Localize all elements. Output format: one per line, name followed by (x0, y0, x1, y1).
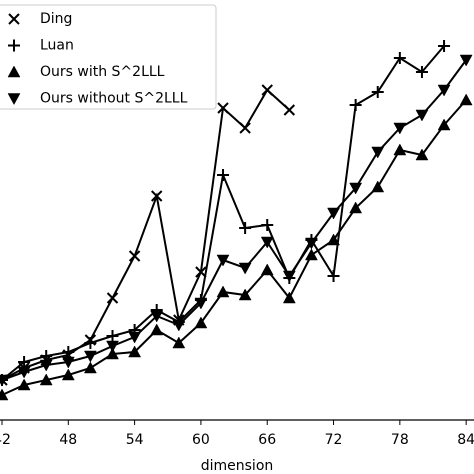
legend-marker (7, 65, 21, 78)
series-line (1, 99, 467, 396)
marker (62, 346, 75, 358)
marker (106, 347, 119, 360)
marker (39, 373, 53, 386)
marker (150, 323, 164, 336)
x-tick-label: 60 (192, 432, 210, 448)
marker (150, 310, 164, 323)
marker (283, 104, 296, 116)
marker (17, 366, 31, 379)
x-tick-label: 84 (457, 432, 474, 448)
marker (459, 93, 473, 106)
marker (61, 356, 75, 369)
series-line (1, 88, 290, 381)
marker (172, 319, 186, 332)
marker (216, 254, 230, 267)
marker (349, 182, 363, 195)
marker (83, 350, 97, 363)
marker (239, 122, 251, 134)
marker (128, 331, 142, 344)
marker (194, 297, 208, 310)
x-tick-label: 42 (0, 432, 11, 448)
marker (18, 356, 31, 368)
marker (83, 361, 97, 374)
marker (194, 316, 208, 329)
x-tick-label: 72 (325, 432, 343, 448)
marker (371, 146, 385, 159)
x-tick-label: 48 (59, 432, 77, 448)
marker (437, 84, 451, 97)
marker (217, 169, 230, 181)
marker (415, 109, 429, 122)
marker (260, 236, 274, 249)
marker (349, 201, 363, 214)
marker (84, 337, 97, 349)
x-tick-label: 66 (258, 432, 276, 448)
legend-label: Ours with S^2LLL (40, 64, 165, 80)
marker (327, 233, 340, 246)
x-tick-label: 54 (126, 432, 144, 448)
legend-marker (8, 13, 20, 25)
legend-label: Ours without S^2LLL (40, 91, 188, 107)
legend: Ding Luan Ours with S^2LLL Ours without S^2… (0, 4, 217, 110)
marker (438, 40, 451, 52)
marker (327, 207, 340, 220)
marker (371, 86, 384, 98)
marker (128, 250, 141, 262)
marker (172, 336, 186, 349)
marker (0, 374, 9, 387)
marker (415, 66, 428, 78)
marker (216, 285, 230, 298)
marker (238, 262, 252, 275)
marker (39, 359, 53, 372)
marker (106, 340, 119, 353)
x-axis-label: dimension (201, 458, 274, 474)
legend-marker (7, 93, 21, 106)
marker (261, 219, 274, 231)
marker (151, 190, 163, 202)
legend-label: Luan (40, 38, 74, 54)
marker (17, 378, 31, 391)
marker (261, 84, 273, 96)
marker (371, 180, 385, 193)
marker (305, 237, 318, 250)
marker (393, 143, 407, 156)
legend-box (0, 4, 217, 110)
marker (305, 248, 318, 261)
marker (239, 222, 252, 234)
marker (393, 122, 407, 135)
marker (282, 270, 296, 283)
marker (128, 345, 142, 358)
marker (217, 102, 229, 114)
marker (260, 263, 274, 276)
marker (195, 266, 207, 278)
x-tick-label: 78 (391, 432, 409, 448)
series-line (1, 59, 467, 381)
marker (106, 292, 119, 304)
marker (61, 368, 75, 381)
marker (282, 291, 296, 304)
marker (437, 118, 451, 131)
marker (327, 270, 340, 282)
legend-marker (8, 39, 20, 52)
marker (393, 52, 406, 64)
marker (415, 148, 429, 161)
marker (238, 288, 252, 301)
marker (459, 54, 473, 67)
legend-label: Ding (40, 11, 72, 27)
marker (0, 388, 9, 401)
marker (349, 99, 362, 111)
marker (106, 330, 119, 342)
